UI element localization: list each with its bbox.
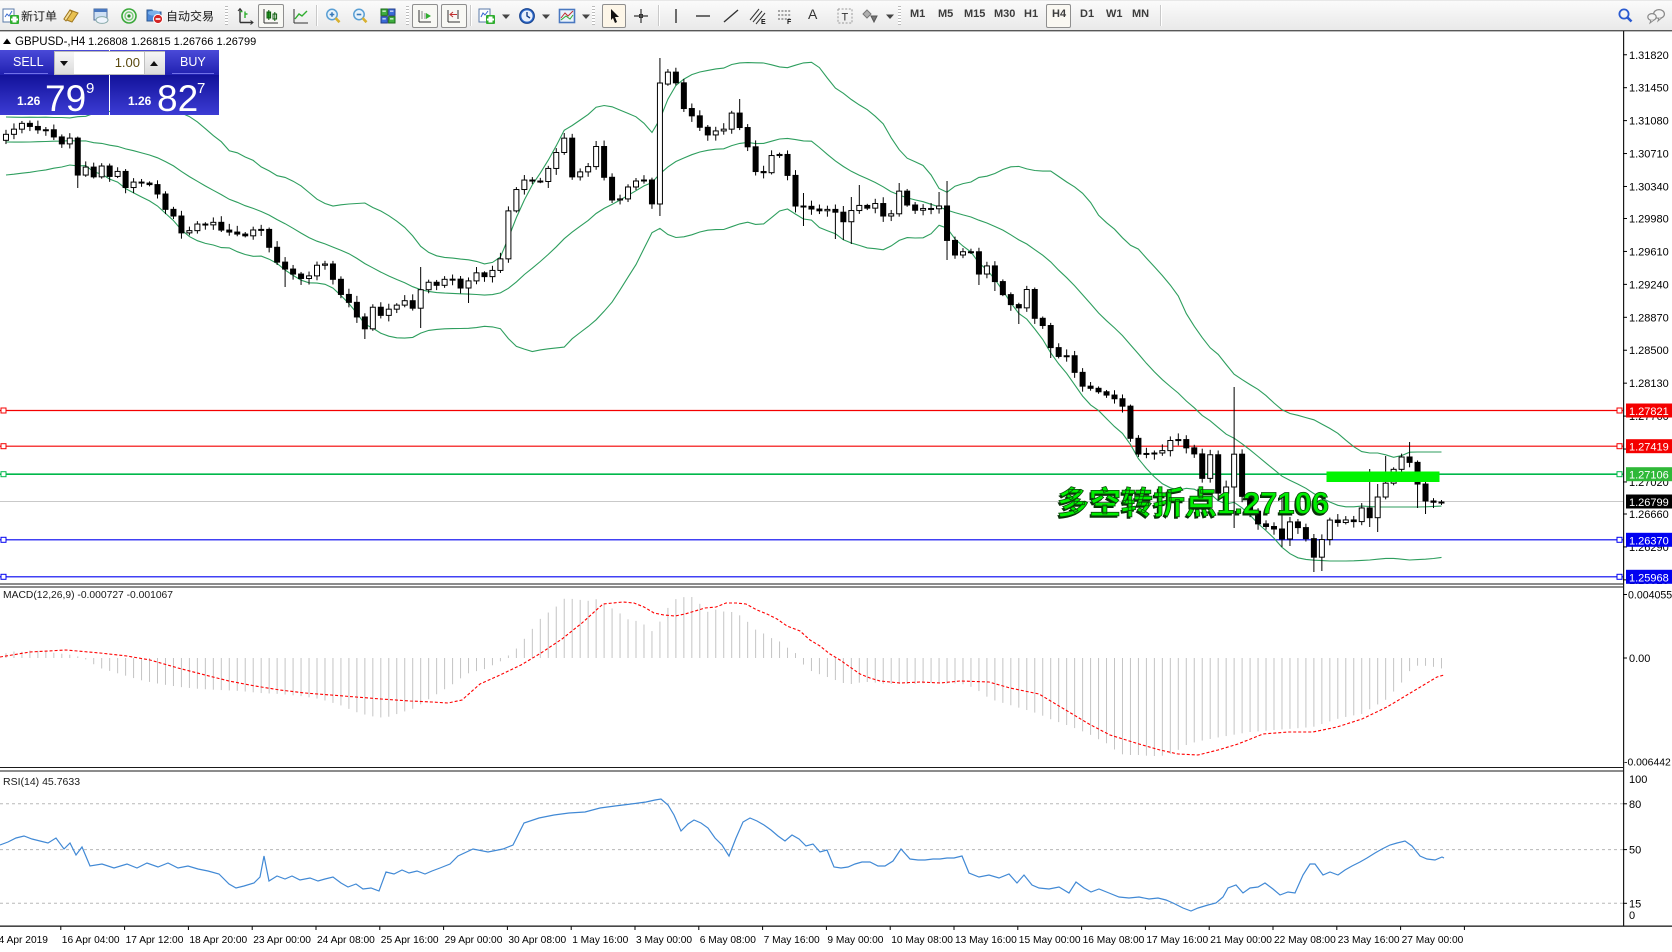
svg-text:E: E <box>761 19 766 25</box>
svg-text:24 Apr 08:00: 24 Apr 08:00 <box>317 935 375 946</box>
svg-text:1.27106: 1.27106 <box>1216 488 1328 523</box>
svg-text:1.28870: 1.28870 <box>1629 312 1669 324</box>
svg-text:10 May 08:00: 10 May 08:00 <box>891 935 953 946</box>
svg-text:1.28500: 1.28500 <box>1629 345 1669 357</box>
svg-text:1.29980: 1.29980 <box>1629 214 1669 226</box>
svg-text:0: 0 <box>1629 910 1635 922</box>
svg-text:1.31820: 1.31820 <box>1629 50 1669 62</box>
svg-text:16 Apr 04:00: 16 Apr 04:00 <box>62 935 120 946</box>
svg-text:17 Apr 12:00: 17 Apr 12:00 <box>126 935 184 946</box>
svg-text:1.26799: 1.26799 <box>1629 497 1669 509</box>
svg-text:30 Apr 08:00: 30 Apr 08:00 <box>508 935 566 946</box>
svg-text:GBPUSD-,H4: GBPUSD-,H4 <box>15 36 86 48</box>
svg-text:80: 80 <box>1629 799 1641 811</box>
svg-text:1.29240: 1.29240 <box>1629 279 1669 291</box>
svg-text:1 May 16:00: 1 May 16:00 <box>572 935 628 946</box>
svg-text:1.26808 1.26815 1.26766 1.2679: 1.26808 1.26815 1.26766 1.26799 <box>88 36 256 48</box>
svg-text:17 May 16:00: 17 May 16:00 <box>1146 935 1208 946</box>
svg-text:100: 100 <box>1629 774 1647 786</box>
svg-text:15 May 00:00: 15 May 00:00 <box>1019 935 1081 946</box>
svg-text:MACD(12,26,9) -0.000727 -0.001: MACD(12,26,9) -0.000727 -0.001067 <box>3 590 173 601</box>
svg-text:1.26660: 1.26660 <box>1629 509 1669 521</box>
svg-text:22 May 08:00: 22 May 08:00 <box>1274 935 1336 946</box>
svg-text:1.25968: 1.25968 <box>1629 572 1669 584</box>
svg-text:3 May 00:00: 3 May 00:00 <box>636 935 692 946</box>
svg-text:1.31450: 1.31450 <box>1629 83 1669 95</box>
svg-text:15: 15 <box>1629 898 1641 910</box>
svg-text:1.30710: 1.30710 <box>1629 149 1669 161</box>
svg-text:-0.006442: -0.006442 <box>1624 758 1671 769</box>
svg-text:F: F <box>787 19 792 25</box>
svg-text:1.29610: 1.29610 <box>1629 246 1669 258</box>
svg-text:1.31080: 1.31080 <box>1629 116 1669 128</box>
svg-text:1.30340: 1.30340 <box>1629 181 1669 193</box>
svg-text:T: T <box>842 12 849 24</box>
svg-text:RSI(14) 45.7633: RSI(14) 45.7633 <box>3 776 80 788</box>
svg-text:1.27106: 1.27106 <box>1629 470 1669 482</box>
svg-text:1.28130: 1.28130 <box>1629 378 1669 390</box>
svg-text:23 Apr 00:00: 23 Apr 00:00 <box>253 935 311 946</box>
svg-text:27 May 00:00: 27 May 00:00 <box>1402 935 1464 946</box>
svg-text:1.27106: 1.27106 <box>1217 486 1329 521</box>
svg-text:50: 50 <box>1629 845 1641 857</box>
svg-text:18 Apr 20:00: 18 Apr 20:00 <box>189 935 247 946</box>
svg-text:1.26370: 1.26370 <box>1629 535 1669 547</box>
svg-text:25 Apr 16:00: 25 Apr 16:00 <box>381 935 439 946</box>
svg-text:13 May 16:00: 13 May 16:00 <box>955 935 1017 946</box>
svg-text:7 May 16:00: 7 May 16:00 <box>764 935 820 946</box>
svg-text:9 May 00:00: 9 May 00:00 <box>827 935 883 946</box>
svg-text:0.004055: 0.004055 <box>1628 590 1672 602</box>
svg-text:29 Apr 00:00: 29 Apr 00:00 <box>445 935 503 946</box>
svg-text:21 May 00:00: 21 May 00:00 <box>1210 935 1272 946</box>
svg-text:16 May 08:00: 16 May 08:00 <box>1083 935 1145 946</box>
svg-text:14 Apr 2019: 14 Apr 2019 <box>0 935 48 946</box>
svg-text:1.27821: 1.27821 <box>1629 406 1669 418</box>
svg-text:0.00: 0.00 <box>1629 653 1650 665</box>
svg-text:6 May 08:00: 6 May 08:00 <box>700 935 756 946</box>
svg-text:1.27419: 1.27419 <box>1629 442 1669 454</box>
svg-text:23 May 16:00: 23 May 16:00 <box>1338 935 1400 946</box>
